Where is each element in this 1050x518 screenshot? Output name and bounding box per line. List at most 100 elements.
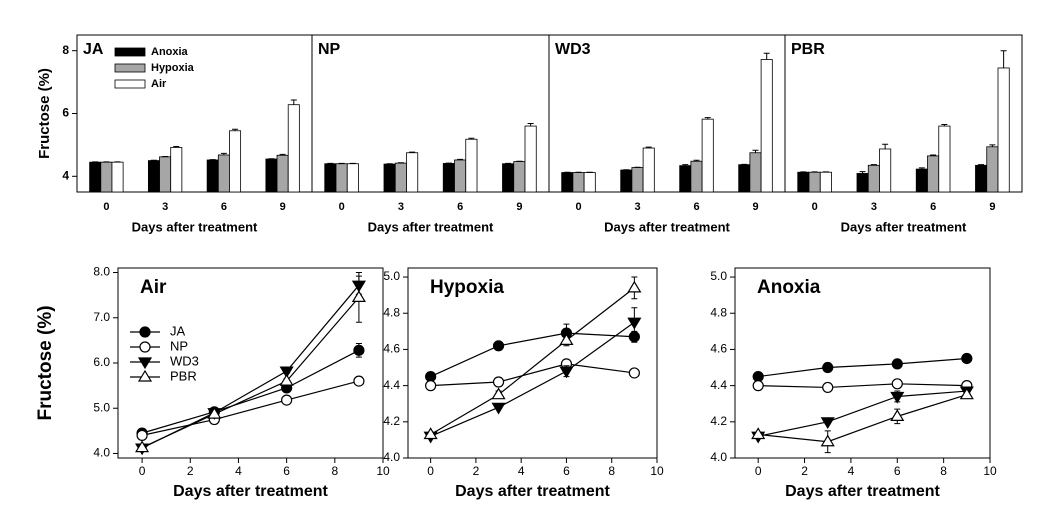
panel-label: NP [318,41,341,58]
data-point [351,290,366,303]
error-bar [409,151,416,153]
bar [159,156,172,193]
error-bar [989,144,996,147]
y-tick-label: 4.6 [383,342,400,356]
legend-swatch [114,79,146,89]
y-tick-label: 4 [62,168,69,182]
bar [513,161,526,193]
bar [938,125,951,193]
error-bar [173,145,180,148]
y-tick-label: 4.2 [383,414,400,428]
x-axis-label: Days after treatment [785,483,940,500]
error-bar [930,154,937,156]
data-point [959,387,974,400]
x-tick-label: 6 [457,201,463,213]
legend-label: Air [151,78,167,90]
y-tick-label: 5.0 [383,269,400,283]
bar [265,158,278,193]
data-point [559,366,574,379]
bar [749,152,762,193]
x-tick-label: 3 [871,201,877,213]
x-tick-label: 3 [398,201,404,213]
data-point [822,361,834,374]
x-axis-label: Days after treatment [173,483,328,500]
error-bar [232,128,239,131]
data-point [890,409,905,421]
bar [808,171,821,193]
data-point [353,375,365,387]
data-point [135,440,150,453]
data-point [279,373,294,386]
x-tick-label: 0 [103,201,109,213]
data-point [890,391,905,404]
x-tick-label: 10 [376,464,390,478]
legend-label: WD3 [170,353,199,368]
y-tick-label: 5.0 [710,269,727,283]
bar [383,163,396,193]
x-axis-label: Days after treatment [841,219,967,234]
error-bar [704,117,711,120]
data-point [628,367,640,379]
data-point [425,380,437,392]
x-tick-label: 6 [221,201,227,213]
series-line [430,363,635,387]
y-tick-label: 4.8 [710,305,727,319]
panel-label: Hypoxia [430,277,504,298]
bar [572,172,585,193]
data-point [822,381,834,394]
x-tick-label: 0 [139,464,146,478]
data-point [279,366,294,379]
error-bar [882,143,889,149]
series-line [758,383,967,389]
y-tick-label: 4.4 [710,378,727,392]
bar [324,163,337,193]
y-tick-label: 8 [62,43,69,57]
data-point [423,427,438,440]
y-tick-label: 7.0 [93,310,110,324]
bar [406,152,419,193]
data-point [820,417,835,429]
x-tick-label: 0 [339,201,345,213]
x-tick-label: 4 [235,464,242,478]
y-tick-label: 5.0 [93,400,110,414]
plot-frame [407,267,658,459]
data-point [353,344,365,356]
bar [642,147,655,193]
bar [927,155,940,193]
error-bar [763,52,770,60]
bar [442,163,455,193]
x-tick-label: 2 [801,464,808,478]
y-tick-label: 4.6 [710,342,727,356]
x-tick-label: 9 [989,201,995,213]
data-point [961,352,973,365]
data-point [891,378,903,390]
x-tick-label: 10 [983,464,997,478]
bar [986,146,999,193]
legend-label: Hypoxia [151,62,195,74]
x-tick-label: 6 [930,201,936,213]
error-bar [918,167,925,170]
x-tick-label: 6 [894,464,901,478]
x-axis-label: Days after treatment [455,483,610,500]
legend-marker [137,357,153,370]
data-point [136,429,148,441]
bar [679,165,692,193]
data-point [281,394,293,406]
error-bar [290,99,297,105]
series-line [430,332,635,378]
error-bar [752,149,759,153]
y-tick-label: 8.0 [93,265,110,279]
x-tick-label: 9 [752,201,758,213]
bar [335,163,348,193]
data-point [820,434,835,447]
x-axis-label: Days after treatment [368,219,494,234]
x-axis-label: Days after treatment [132,219,258,234]
legend-label: Anoxia [151,46,189,58]
x-tick-label: 8 [608,464,615,478]
series-line [141,297,360,449]
bar [276,154,289,193]
y-tick-label: 6 [62,106,69,120]
bar [738,164,751,193]
x-tick-label: 8 [331,464,338,478]
